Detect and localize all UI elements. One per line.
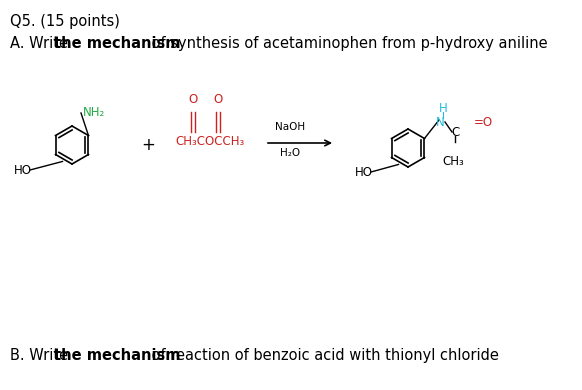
- Text: NH₂: NH₂: [83, 106, 105, 119]
- Text: C: C: [451, 126, 459, 138]
- Text: O: O: [189, 93, 198, 106]
- Text: NaOH: NaOH: [275, 122, 305, 132]
- Text: N: N: [435, 115, 445, 128]
- Text: H₂O: H₂O: [280, 148, 300, 158]
- Text: HO: HO: [14, 163, 32, 177]
- Text: of reaction of benzoic acid with thionyl chloride: of reaction of benzoic acid with thionyl…: [147, 348, 499, 363]
- Text: HO: HO: [355, 165, 373, 179]
- Text: CH₃: CH₃: [442, 155, 464, 168]
- Text: +: +: [141, 136, 155, 154]
- Text: the mechanism: the mechanism: [54, 36, 180, 51]
- Text: of synthesis of acetaminophen from p-hydroxy aniline: of synthesis of acetaminophen from p-hyd…: [147, 36, 548, 51]
- Text: =O: =O: [474, 115, 493, 128]
- Text: H: H: [439, 101, 448, 115]
- Text: CH₃COCCH₃: CH₃COCCH₃: [175, 135, 244, 148]
- Text: the mechanism: the mechanism: [54, 348, 180, 363]
- Text: Q5. (15 points): Q5. (15 points): [10, 14, 120, 29]
- Text: A. Write: A. Write: [10, 36, 73, 51]
- Text: O: O: [214, 93, 223, 106]
- Text: B. Write: B. Write: [10, 348, 73, 363]
